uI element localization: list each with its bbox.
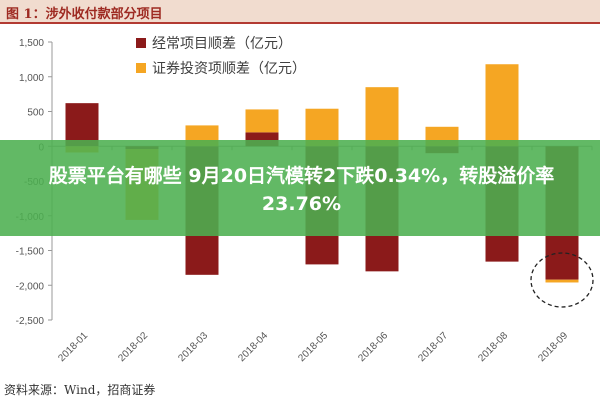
x-tick-label: 2018-05 bbox=[296, 330, 330, 364]
figure-title: 图 1：涉外收付款部分项目 bbox=[6, 7, 163, 22]
legend-swatch bbox=[136, 63, 146, 73]
legend-item-securities: 证券投资项顺差（亿元） bbox=[152, 61, 306, 77]
x-tick-label: 2018-04 bbox=[236, 330, 270, 364]
x-tick-label: 2018-06 bbox=[356, 330, 390, 364]
legend: 经常项目顺差（亿元） 证券投资项顺差（亿元） bbox=[136, 36, 306, 77]
legend-item-current-account: 经常项目顺差（亿元） bbox=[152, 36, 292, 52]
y-tick-label: -2,500 bbox=[16, 316, 45, 327]
overlay-banner bbox=[0, 140, 600, 236]
legend-swatch bbox=[136, 38, 146, 48]
x-tick-label: 2018-09 bbox=[536, 330, 570, 364]
x-tick-label: 2018-08 bbox=[476, 330, 510, 364]
y-tick-label: 1,500 bbox=[19, 38, 44, 49]
source-note: 资料来源：Wind，招商证券 bbox=[4, 383, 156, 397]
overlay-banner-text: 股票平台有哪些 9月20日汽模转2下跌0.34%，转股溢价率23.76% bbox=[48, 165, 555, 215]
bar-current-account bbox=[65, 103, 99, 147]
bar-securities bbox=[365, 87, 399, 147]
y-tick-label: -1,500 bbox=[16, 247, 45, 258]
x-tick-label: 2018-02 bbox=[116, 330, 150, 364]
x-tick-label: 2018-07 bbox=[416, 330, 450, 364]
bar-securities bbox=[545, 279, 579, 283]
x-tick-label: 2018-01 bbox=[56, 330, 90, 364]
x-tick-label: 2018-03 bbox=[176, 330, 210, 364]
bar-securities bbox=[485, 64, 519, 147]
y-tick-label: 1,000 bbox=[19, 73, 44, 84]
annotations bbox=[530, 252, 594, 308]
figure-header: 图 1：涉外收付款部分项目 bbox=[0, 0, 600, 24]
y-tick-label: -2,000 bbox=[16, 281, 45, 292]
dashed-highlight-circle bbox=[530, 252, 594, 308]
bar-securities bbox=[305, 108, 339, 147]
y-tick-label: 500 bbox=[27, 108, 44, 119]
bar-securities bbox=[245, 109, 279, 133]
